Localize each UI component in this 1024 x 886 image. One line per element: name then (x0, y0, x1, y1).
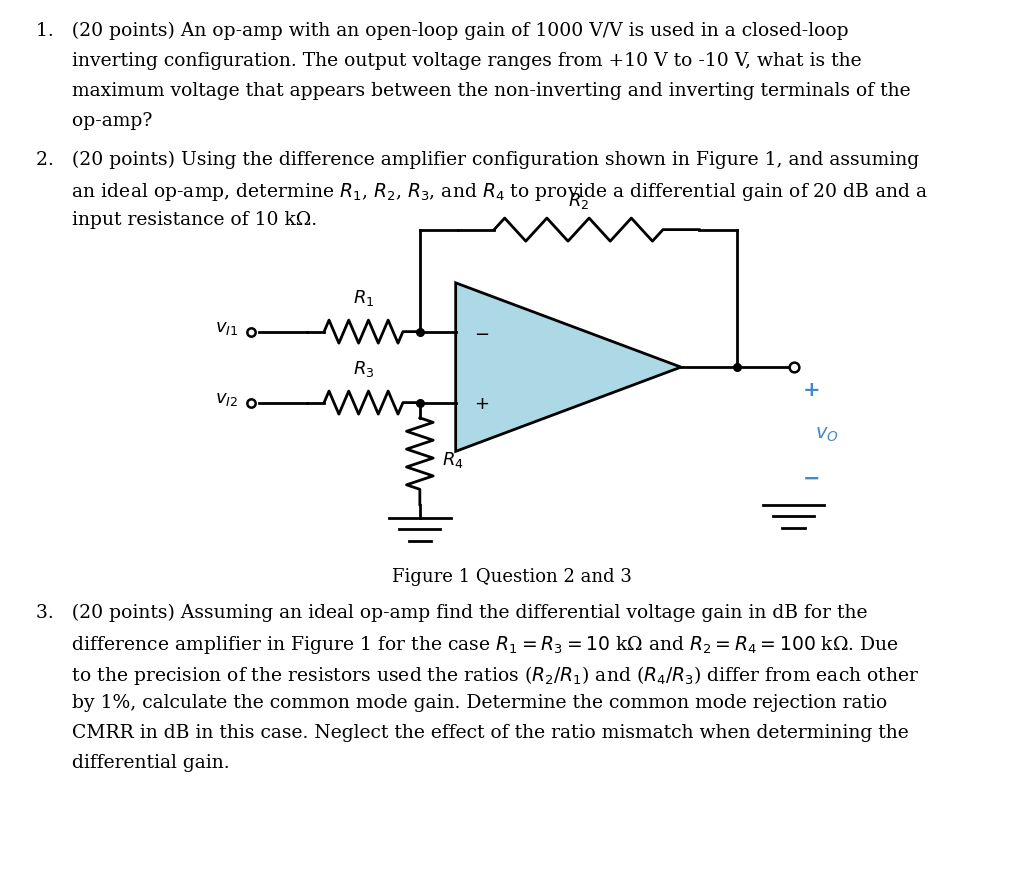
Text: input resistance of 10 kΩ.: input resistance of 10 kΩ. (36, 211, 317, 229)
Text: $R_4$: $R_4$ (442, 449, 464, 470)
Text: maximum voltage that appears between the non-inverting and inverting terminals o: maximum voltage that appears between the… (36, 82, 910, 100)
Text: difference amplifier in Figure 1 for the case $R_1 = R_3 = 10$ kΩ and $R_2 = R_4: difference amplifier in Figure 1 for the… (36, 633, 899, 655)
Text: +: + (803, 380, 821, 400)
Text: Figure 1 Question 2 and 3: Figure 1 Question 2 and 3 (392, 567, 632, 585)
Text: $v_{I1}$: $v_{I1}$ (215, 319, 239, 337)
Text: $v_{I2}$: $v_{I2}$ (215, 390, 239, 408)
Text: $+$: $+$ (474, 394, 488, 412)
Text: differential gain.: differential gain. (36, 753, 229, 771)
Text: by 1%, calculate the common mode gain. Determine the common mode rejection ratio: by 1%, calculate the common mode gain. D… (36, 693, 887, 711)
Text: inverting configuration. The output voltage ranges from +10 V to -10 V, what is : inverting configuration. The output volt… (36, 52, 861, 70)
Text: $R_1$: $R_1$ (353, 287, 374, 307)
Polygon shape (456, 284, 681, 452)
Text: $R_2$: $R_2$ (568, 190, 589, 211)
Text: to the precision of the resistors used the ratios ($R_2/R_1$) and ($R_4/R_3$) di: to the precision of the resistors used t… (36, 663, 920, 686)
Text: $-$: $-$ (474, 323, 488, 341)
Text: $R_3$: $R_3$ (353, 358, 374, 378)
Text: 1.   (20 points) An op-amp with an open-loop gain of 1000 V/V is used in a close: 1. (20 points) An op-amp with an open-lo… (36, 22, 849, 41)
Text: −: − (803, 469, 821, 488)
Text: 2.   (20 points) Using the difference amplifier configuration shown in Figure 1,: 2. (20 points) Using the difference ampl… (36, 151, 919, 169)
Text: 3.   (20 points) Assuming an ideal op-amp find the differential voltage gain in : 3. (20 points) Assuming an ideal op-amp … (36, 603, 867, 621)
Text: CMRR in dB in this case. Neglect the effect of the ratio mismatch when determini: CMRR in dB in this case. Neglect the eff… (36, 723, 908, 741)
Text: an ideal op-amp, determine $R_1$, $R_2$, $R_3$, and $R_4$ to provide a different: an ideal op-amp, determine $R_1$, $R_2$,… (36, 181, 928, 203)
Text: op-amp?: op-amp? (36, 112, 153, 130)
Text: $v_O$: $v_O$ (814, 425, 839, 443)
